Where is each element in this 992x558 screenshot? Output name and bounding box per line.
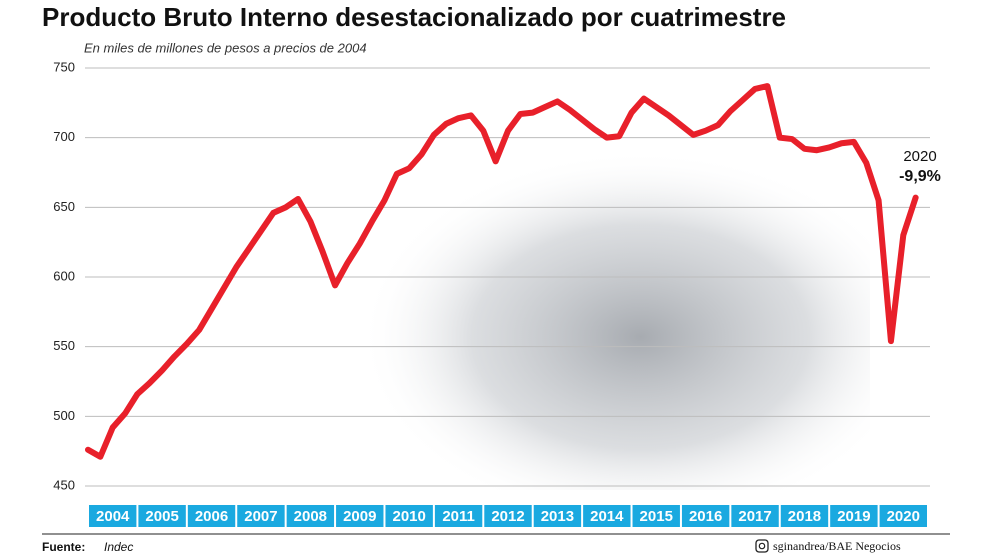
source-label: Fuente: — [42, 540, 85, 554]
x-tick-label: 2011 — [442, 508, 475, 525]
x-tick-label: 2015 — [640, 508, 673, 525]
y-tick-label: 450 — [53, 477, 75, 492]
data-line — [85, 83, 919, 460]
y-tick-label: 700 — [53, 129, 75, 144]
x-tick-label: 2006 — [195, 508, 228, 525]
x-tick-label: 2008 — [294, 508, 327, 525]
x-tick-label: 2007 — [244, 508, 277, 525]
year-band — [286, 505, 335, 527]
year-band — [434, 505, 483, 527]
y-tick-label: 600 — [53, 268, 75, 283]
year-band — [385, 505, 433, 527]
year-band — [879, 505, 927, 527]
year-band — [138, 505, 186, 527]
year-band — [830, 505, 878, 527]
annotation-year: 2020 — [903, 148, 936, 165]
year-band — [336, 505, 384, 527]
x-tick-label: 2009 — [343, 508, 376, 525]
year-band — [89, 505, 137, 527]
source: Indec — [104, 540, 133, 554]
y-tick-label: 750 — [53, 59, 75, 74]
x-tick-label: 2017 — [738, 508, 771, 525]
x-tick-label: 2014 — [590, 508, 624, 525]
year-band — [731, 505, 779, 527]
y-tick-label: 500 — [53, 408, 75, 423]
subtitle: En miles de millones de pesos a precios … — [84, 40, 367, 55]
year-band — [484, 505, 532, 527]
x-tick-label: 2020 — [887, 508, 920, 525]
credit: sginandrea/BAE Negocios — [773, 539, 901, 553]
x-tick-label: 2005 — [145, 508, 178, 525]
x-tick-label: 2012 — [491, 508, 524, 525]
y-tick-label: 550 — [53, 338, 75, 353]
year-band — [237, 505, 285, 527]
chart-title: Producto Bruto Interno desestacionalizad… — [42, 2, 786, 32]
year-band — [632, 505, 680, 527]
photo-backdrop — [360, 150, 870, 490]
year-band — [780, 505, 829, 527]
annotation-change: -9,9% — [899, 168, 941, 185]
year-band — [583, 505, 631, 527]
instagram-icon-lens — [758, 542, 766, 550]
instagram-icon — [755, 539, 769, 553]
x-tick-label: 2019 — [837, 508, 870, 525]
x-tick-label: 2013 — [541, 508, 574, 525]
y-tick-label: 650 — [53, 199, 75, 214]
year-band — [187, 505, 236, 527]
x-tick-label: 2004 — [96, 508, 130, 525]
x-tick-label: 2018 — [788, 508, 821, 525]
x-tick-label: 2010 — [392, 508, 425, 525]
x-tick-label: 2016 — [689, 508, 722, 525]
year-band — [533, 505, 582, 527]
year-band — [681, 505, 730, 527]
